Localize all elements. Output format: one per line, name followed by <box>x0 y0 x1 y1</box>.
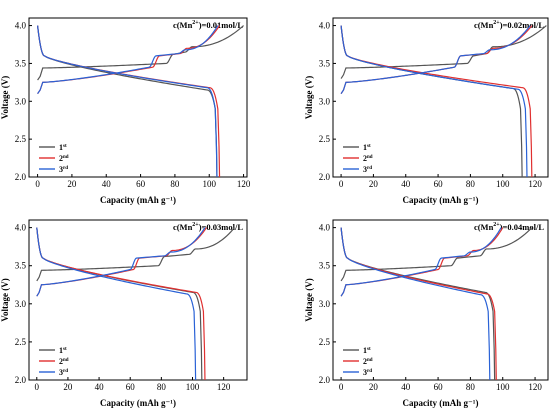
x-tick-label: 80 <box>466 382 476 392</box>
x-tick-label: 0 <box>35 179 40 189</box>
series-3rd-discharge-line <box>340 25 528 177</box>
x-tick-label: 60 <box>434 382 444 392</box>
x-tick-label: 120 <box>528 179 542 189</box>
x-tick-label: 100 <box>496 179 510 189</box>
chart-panel-1: 0 20 40 60 80 100 120 2.0 2.5 3.0 3.5 4.0 Capacity (… <box>0 17 251 205</box>
series-3rd-discharge-line <box>340 227 491 380</box>
x-tick-label: 20 <box>63 382 73 392</box>
y-tick-label: 2.0 <box>319 375 331 385</box>
y-tick-label: 4.0 <box>319 223 331 233</box>
series-3rd-charge-line <box>36 227 206 297</box>
y-tick-label: 3.5 <box>15 58 27 68</box>
x-axis-title: Capacity (mAh g⁻¹) <box>403 398 479 408</box>
y-tick-label: 2.0 <box>15 375 27 385</box>
series-1st-charge-line <box>340 227 533 282</box>
plot-frame <box>28 17 248 178</box>
x-tick-label: 0 <box>339 382 344 392</box>
chart-panel-2: 0 20 40 60 80 100 120 2.0 2.5 3.0 3.5 4.0 Capacity (… <box>304 17 549 205</box>
y-tick-label: 2.5 <box>319 337 331 347</box>
x-tick-label: 20 <box>369 179 379 189</box>
concentration-label: c(Mn2+)=0.02mol/L <box>474 20 544 30</box>
x-tick-label: 40 <box>401 179 411 189</box>
y-tick-label: 4.0 <box>15 223 27 233</box>
y-axis-title: Voltage (V) <box>304 76 314 119</box>
x-tick-label: 20 <box>67 179 77 189</box>
series-3rd-charge-line <box>340 25 531 95</box>
series-2nd-charge-line <box>36 227 208 297</box>
plot-frame <box>332 219 549 381</box>
y-axis-title: Voltage (V) <box>0 76 10 119</box>
series-3rd-discharge-line <box>36 227 197 380</box>
y-tick-label: 2.5 <box>319 134 331 144</box>
y-tick-label: 4.0 <box>319 21 331 31</box>
series-2nd-charge-line <box>340 227 504 297</box>
y-tick-label: 3.5 <box>319 261 331 271</box>
concentration-label: c(Mn2+)=0.03mol/L <box>173 222 243 232</box>
plot-frame <box>28 219 248 381</box>
x-tick-label: 60 <box>434 179 444 189</box>
x-tick-label: 40 <box>401 382 411 392</box>
series-3rd-charge-line <box>37 25 219 95</box>
series-2nd-charge-line <box>340 25 533 95</box>
plot-frame <box>332 17 549 178</box>
legend-label-1st: 1st <box>363 346 371 355</box>
x-tick-label: 80 <box>466 179 476 189</box>
legend-label-1st: 1st <box>59 346 67 355</box>
x-axis-title: Capacity (mAh g⁻¹) <box>403 195 479 205</box>
series-3rd-discharge-line <box>36 25 218 177</box>
x-tick-label: 60 <box>136 179 146 189</box>
chart-panel-4: 0 20 40 60 80 100 120 2.0 2.5 3.0 3.5 4.0 Capacity (… <box>304 219 549 408</box>
series-2nd-charge-line <box>37 25 221 95</box>
y-tick-label: 2.0 <box>319 172 331 182</box>
x-tick-label: 100 <box>186 382 200 392</box>
legend-label-2nd: 2nd <box>363 357 373 366</box>
x-tick-label: 100 <box>496 382 510 392</box>
x-axis-title: Capacity (mAh g⁻¹) <box>100 195 176 205</box>
legend-label-1st: 1st <box>59 143 67 152</box>
legend-label-1st: 1st <box>363 143 371 152</box>
series-1st-charge-line <box>36 227 235 282</box>
y-tick-label: 4.0 <box>15 21 27 31</box>
concentration-label: c(Mn2+)=0.01mol/L <box>173 20 243 30</box>
legend-label-3rd: 3rd <box>363 368 372 377</box>
series-1st-charge-line <box>340 25 547 79</box>
x-tick-label: 120 <box>217 382 231 392</box>
x-tick-label: 40 <box>102 179 112 189</box>
y-tick-label: 2.0 <box>15 172 27 182</box>
x-tick-label: 80 <box>170 179 180 189</box>
y-axis-title: Voltage (V) <box>304 278 314 321</box>
y-axis-title: Voltage (V) <box>0 278 10 321</box>
x-tick-label: 0 <box>339 179 344 189</box>
legend-label-3rd: 3rd <box>59 165 68 174</box>
x-axis-title: Capacity (mAh g⁻¹) <box>100 398 176 408</box>
x-tick-label: 100 <box>202 179 216 189</box>
y-tick-label: 3.5 <box>319 58 331 68</box>
y-tick-label: 2.5 <box>15 134 27 144</box>
x-tick-label: 60 <box>126 382 136 392</box>
y-tick-label: 3.0 <box>319 96 331 106</box>
legend-label-2nd: 2nd <box>59 154 69 163</box>
series-3rd-charge-line <box>340 227 502 297</box>
y-tick-label: 3.0 <box>15 96 27 106</box>
y-tick-label: 3.0 <box>15 299 27 309</box>
x-tick-label: 80 <box>157 382 167 392</box>
legend-label-3rd: 3rd <box>59 368 68 377</box>
x-tick-label: 0 <box>35 382 40 392</box>
y-tick-label: 3.5 <box>15 261 27 271</box>
chart-panel-3: 0 20 40 60 80 100 120 2.0 2.5 3.0 3.5 4.0 Capacity (… <box>0 219 248 408</box>
x-tick-label: 40 <box>95 382 105 392</box>
x-tick-label: 20 <box>369 382 379 392</box>
concentration-label: c(Mn2+)=0.04mol/L <box>474 222 544 232</box>
x-tick-label: 120 <box>237 179 251 189</box>
y-tick-label: 2.5 <box>15 337 27 347</box>
legend-label-3rd: 3rd <box>363 165 372 174</box>
legend-label-2nd: 2nd <box>363 154 373 163</box>
x-tick-label: 120 <box>528 382 542 392</box>
legend-label-2nd: 2nd <box>59 357 69 366</box>
y-tick-label: 3.0 <box>319 299 331 309</box>
